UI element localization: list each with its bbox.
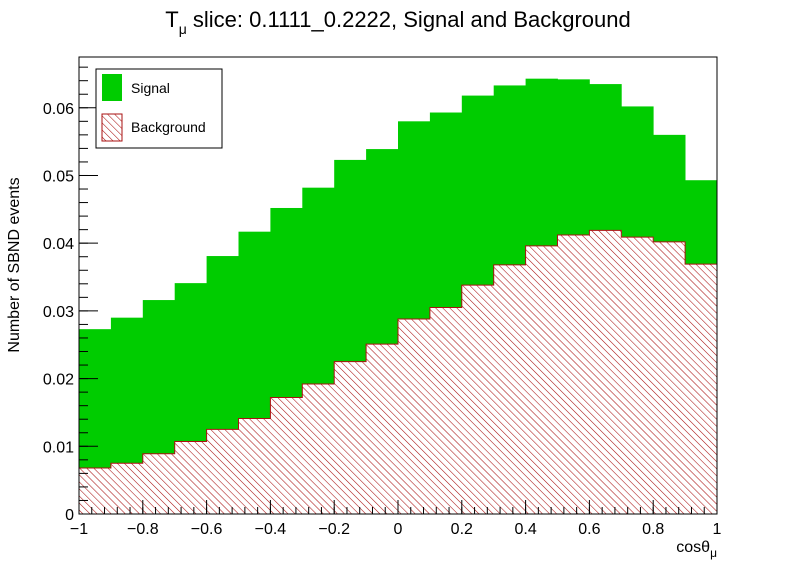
x-tick-label: 0	[394, 521, 403, 538]
y-tick-label: 0.06	[43, 101, 74, 118]
legend-swatch-background	[101, 113, 123, 142]
background-bar	[79, 467, 112, 514]
y-tick-label: 0.02	[43, 372, 74, 389]
background-bar	[685, 264, 718, 514]
background-bar	[366, 344, 399, 514]
x-tick-label: −0.4	[255, 521, 287, 538]
background-bar	[589, 230, 622, 515]
background-bar	[621, 237, 654, 514]
legend: Signal Background	[95, 68, 223, 149]
background-bar	[110, 463, 144, 514]
background-series	[78, 229, 718, 515]
y-tick-label: 0.04	[43, 236, 74, 253]
x-tick-label: −0.6	[191, 521, 223, 538]
y-tick-label: 0.05	[43, 168, 74, 185]
x-tick-label: −0.8	[127, 521, 159, 538]
background-bar	[557, 235, 590, 515]
legend-label-signal: Signal	[131, 80, 170, 96]
x-axis-title: cosθμ	[676, 539, 717, 560]
background-bar	[493, 264, 526, 514]
background-bar	[302, 384, 335, 514]
background-bar	[238, 418, 271, 514]
y-tick-label: 0.03	[43, 304, 74, 321]
x-tick-label: 0.6	[578, 521, 600, 538]
x-tick-label: 1	[713, 521, 722, 538]
x-tick-label: −1	[70, 521, 88, 538]
background-bar	[206, 429, 239, 514]
x-tick-label: −0.2	[318, 521, 350, 538]
y-axis: 0 0.01 0.02 0.03 0.04 0.05 0.06	[43, 66, 98, 524]
background-bar	[142, 453, 176, 514]
legend-swatch-signal	[102, 74, 122, 101]
background-bar	[653, 241, 686, 514]
y-tick-label: 0	[65, 507, 74, 524]
x-tick-label: 0.8	[642, 521, 664, 538]
background-bar	[174, 441, 207, 514]
chart-title: Tμ slice: 0.1111_0.2222, Signal and Back…	[165, 7, 631, 37]
background-bar	[270, 397, 303, 514]
x-axis: −1 −0.8 −0.6 −0.4 −0.2 0 0.2 0.4 0.6 0.8 1	[70, 500, 722, 538]
legend-label-background: Background	[131, 119, 206, 135]
background-outline	[78, 229, 718, 514]
y-axis-title: Number of SBND events	[6, 177, 23, 352]
x-tick-label: 0.2	[451, 521, 473, 538]
background-bar	[461, 285, 495, 514]
background-bar	[525, 245, 558, 515]
x-tick-label: 0.4	[514, 521, 536, 538]
background-bar	[398, 319, 431, 514]
background-bar	[334, 361, 367, 514]
background-bar	[429, 307, 463, 514]
y-tick-label: 0.01	[43, 439, 74, 456]
